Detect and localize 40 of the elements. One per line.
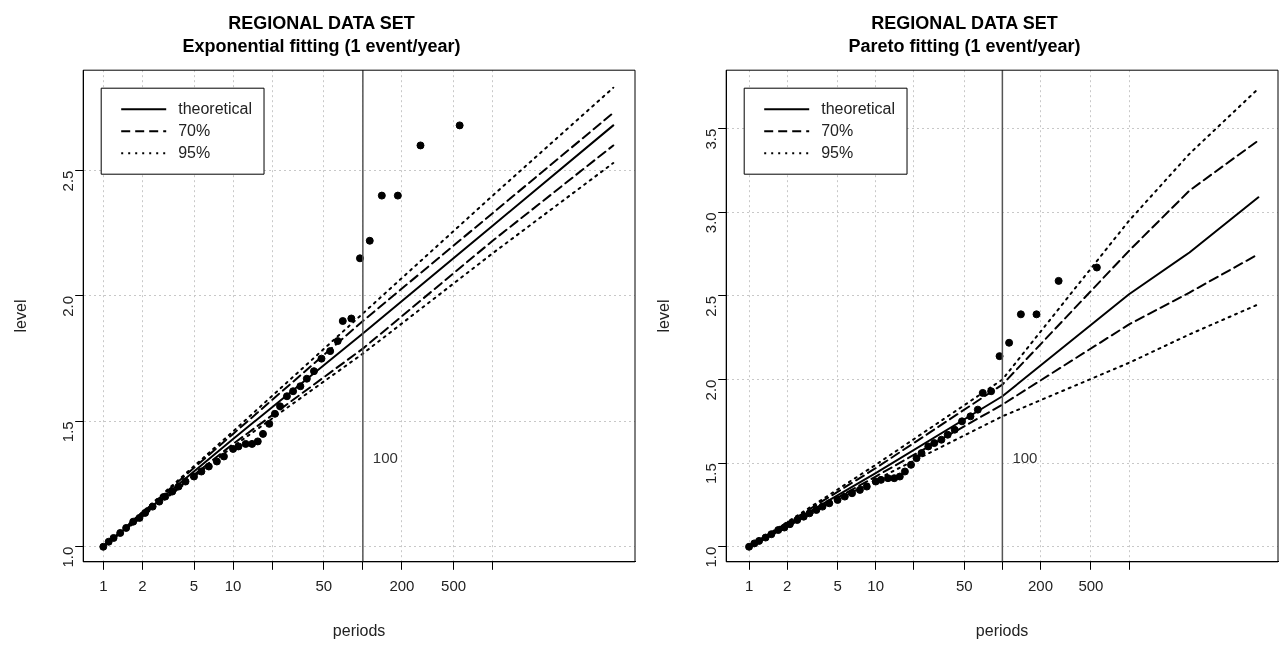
ref-line-label: 100 bbox=[1012, 448, 1038, 466]
y-tick-label: 3.5 bbox=[702, 128, 720, 150]
x-tick-label: 2 bbox=[783, 576, 792, 594]
y-tick-label: 2.5 bbox=[702, 295, 720, 317]
x-tick-label: 1 bbox=[744, 576, 754, 594]
x-tick-label: 500 bbox=[441, 576, 467, 594]
x-axis-title: periods bbox=[975, 621, 1029, 639]
y-tick-label: 1.5 bbox=[59, 421, 77, 443]
x-tick-label: 500 bbox=[1078, 576, 1104, 594]
legend-label: 70% bbox=[178, 121, 211, 139]
x-tick-label: 10 bbox=[224, 576, 242, 594]
legend-label: 95% bbox=[821, 143, 854, 161]
x-tick-label: 5 bbox=[833, 576, 842, 594]
y-axis-title: level bbox=[12, 299, 30, 333]
ref-line-label: 100 bbox=[372, 448, 398, 466]
y-tick-label: 3.0 bbox=[702, 212, 720, 234]
y-tick-label: 2.0 bbox=[702, 379, 720, 401]
x-tick-label: 5 bbox=[189, 576, 199, 594]
y-tick-label: 1.0 bbox=[59, 546, 77, 568]
x-tick-label: 200 bbox=[1027, 576, 1054, 594]
legend-label: 70% bbox=[821, 121, 854, 139]
chart-subtitle: Pareto fitting (1 event/year) bbox=[848, 36, 1081, 57]
y-tick-label: 2.0 bbox=[59, 295, 77, 317]
legend-label: 95% bbox=[178, 143, 211, 161]
x-tick-label: 200 bbox=[389, 576, 415, 594]
x-tick-label: 10 bbox=[867, 576, 885, 594]
x-tick-label: 50 bbox=[955, 576, 973, 594]
x-tick-label: 2 bbox=[138, 576, 147, 594]
legend-label: theoretical bbox=[178, 99, 253, 117]
chart-subtitle: Exponential fitting (1 event/year) bbox=[182, 36, 461, 57]
chart-title: REGIONAL DATA SET bbox=[228, 12, 415, 33]
legend-label: theoretical bbox=[821, 99, 896, 117]
x-tick-label: 50 bbox=[315, 576, 333, 594]
y-axis-title: level bbox=[655, 299, 673, 333]
chart-title: REGIONAL DATA SET bbox=[871, 12, 1058, 33]
y-tick-label: 1.5 bbox=[702, 463, 720, 484]
x-tick-label: 1 bbox=[99, 576, 108, 594]
x-axis-title: periods bbox=[332, 621, 386, 639]
y-tick-label: 1.0 bbox=[702, 546, 720, 568]
y-tick-label: 2.5 bbox=[59, 170, 77, 192]
